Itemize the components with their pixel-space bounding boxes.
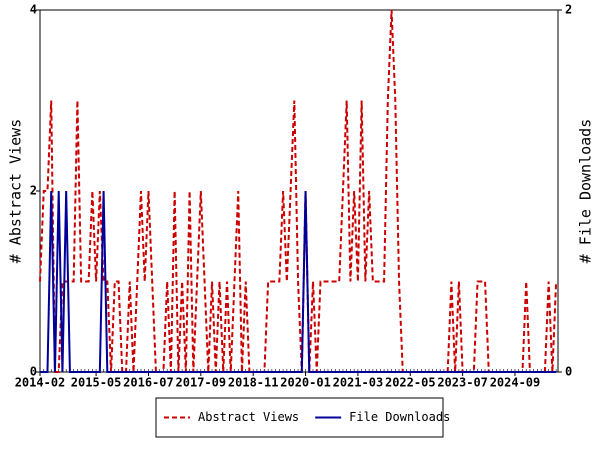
legend-label: Abstract Views (198, 410, 299, 424)
x-tick-label: 2024-09 (490, 376, 541, 390)
y-tick-label: 2 (30, 184, 37, 198)
x-tick-label: 2020-01 (280, 376, 331, 390)
legend-label: File Downloads (349, 410, 450, 424)
y2-tick-label: 0 (565, 365, 572, 379)
x-tick-label: 2022-05 (385, 376, 436, 390)
y2-axis-title: # File Downloads (577, 119, 595, 264)
y-axis-title: # Abstract Views (7, 119, 25, 264)
x-tick-label: 2018-11 (228, 376, 279, 390)
legend-box (155, 397, 444, 438)
y-tick-label: 0 (30, 365, 37, 379)
series-line (39, 9, 558, 373)
x-tick-label: 2021-03 (333, 376, 384, 390)
x-tick-label: 2015-05 (71, 376, 122, 390)
x-tick-label: 2016-07 (123, 376, 174, 390)
series-line (40, 190, 557, 373)
y2-tick-label: 2 (565, 3, 572, 17)
x-tick-label: 2014-02 (15, 376, 66, 390)
y-tick-label: 4 (30, 3, 37, 17)
x-tick-label: 2017-09 (176, 376, 227, 390)
x-tick-label: 2023-07 (437, 376, 488, 390)
